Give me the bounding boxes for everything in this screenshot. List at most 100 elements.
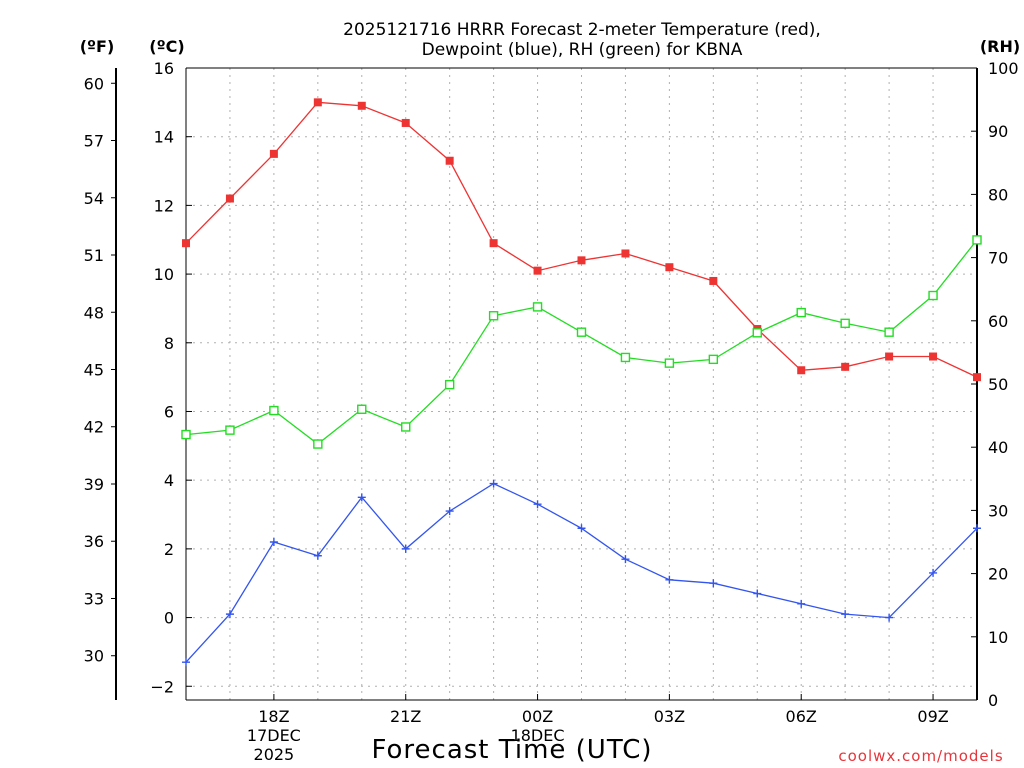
rh-point bbox=[269, 405, 279, 416]
dewpoint-point bbox=[533, 500, 542, 509]
chart-title-line1: 2025121716 HRRR Forecast 2-meter Tempera… bbox=[343, 20, 821, 40]
c-tick-label: 10 bbox=[154, 265, 174, 284]
rh-point bbox=[488, 311, 499, 321]
temperature-point bbox=[665, 263, 674, 272]
x-tick-label: 18Z bbox=[258, 707, 289, 726]
dewpoint-point bbox=[709, 579, 718, 588]
dewpoint-point bbox=[885, 613, 894, 622]
x-axis-label: Forecast Time (UTC) bbox=[371, 735, 652, 765]
rh-point bbox=[401, 422, 411, 432]
rh-point bbox=[708, 354, 719, 365]
temperature-point bbox=[182, 239, 190, 248]
x-tick-label: 00Z bbox=[522, 707, 553, 726]
c-tick-label: 12 bbox=[154, 196, 174, 215]
x-tick-date: 18DEC bbox=[511, 726, 565, 745]
rh-point bbox=[313, 439, 323, 449]
f-tick-label: 36 bbox=[84, 532, 104, 551]
f-tick-label: 51 bbox=[84, 246, 104, 265]
rh-tick-label: 80 bbox=[988, 185, 1008, 204]
dewpoint-point bbox=[929, 568, 938, 577]
dewpoint-point bbox=[753, 589, 762, 598]
dewpoint-point bbox=[841, 610, 850, 619]
temperature-point bbox=[797, 366, 806, 375]
dewpoint-point bbox=[973, 524, 981, 533]
rh-point bbox=[620, 352, 631, 363]
rh-point bbox=[181, 429, 191, 440]
rh-point bbox=[840, 318, 850, 329]
f-tick-label: 60 bbox=[84, 74, 104, 93]
rh-tick-label: 10 bbox=[988, 628, 1008, 647]
f-tick-label: 39 bbox=[84, 475, 104, 494]
rh-tick-label: 0 bbox=[988, 691, 998, 710]
c-tick-label: 6 bbox=[164, 402, 174, 421]
f-tick-label: 30 bbox=[84, 647, 104, 666]
dewpoint-point bbox=[489, 479, 498, 488]
c-tick-label: −2 bbox=[150, 677, 174, 696]
temperature-point bbox=[841, 362, 850, 371]
grid-lines bbox=[186, 68, 977, 700]
temperature-point bbox=[225, 194, 234, 203]
rh-point bbox=[928, 290, 938, 301]
axes bbox=[111, 67, 978, 701]
f-tick-label: 42 bbox=[84, 418, 104, 437]
dewpoint-point bbox=[225, 610, 234, 619]
rh-tick-label: 100 bbox=[988, 59, 1019, 78]
credit-text: coolwx.com/models bbox=[838, 747, 1003, 765]
rh-tick-label: 50 bbox=[988, 375, 1008, 394]
rh-tick-label: 60 bbox=[988, 312, 1008, 331]
f-tick-label: 54 bbox=[84, 189, 104, 208]
rh-point bbox=[664, 358, 675, 368]
temperature-point bbox=[533, 266, 542, 275]
f-tick-label: 45 bbox=[84, 360, 104, 379]
temperature-point bbox=[489, 239, 498, 248]
temperature-point bbox=[929, 352, 938, 361]
c-tick-label: 8 bbox=[164, 334, 174, 353]
c-tick-label: 0 bbox=[164, 609, 174, 628]
x-tick-label: 21Z bbox=[390, 707, 421, 726]
temperature-point bbox=[709, 276, 718, 285]
rh-tick-label: 90 bbox=[988, 122, 1008, 141]
temperature-point bbox=[621, 249, 630, 258]
chart-title-line2: Dewpoint (blue), RH (green) for KBNA bbox=[422, 40, 743, 60]
rh-tick-label: 40 bbox=[988, 438, 1008, 457]
dewpoint-point bbox=[577, 524, 586, 533]
rh-point bbox=[532, 302, 543, 312]
x-tick-date: 17DEC bbox=[247, 726, 301, 745]
dewpoint-point bbox=[797, 599, 806, 608]
temperature-point bbox=[445, 156, 454, 165]
rh-point bbox=[752, 328, 762, 338]
temperature-point bbox=[357, 101, 366, 110]
dewpoint-point bbox=[182, 658, 190, 667]
temperature-point bbox=[577, 256, 586, 265]
rh-point bbox=[357, 404, 367, 414]
rh-unit-label: (RH) bbox=[980, 37, 1020, 56]
temperature-point bbox=[269, 149, 278, 158]
series-layer bbox=[181, 98, 982, 667]
dewpoint-point bbox=[313, 551, 322, 560]
temperature-point bbox=[401, 118, 410, 127]
rh-point bbox=[444, 379, 455, 390]
dewpoint-point bbox=[621, 555, 630, 564]
rh-tick-label: 70 bbox=[988, 249, 1008, 268]
x-tick-label: 03Z bbox=[654, 707, 685, 726]
c-tick-label: 2 bbox=[164, 540, 174, 559]
dewpoint-point bbox=[269, 538, 278, 546]
x-tick-label: 06Z bbox=[786, 707, 817, 726]
rh-tick-label: 20 bbox=[988, 565, 1008, 584]
dewpoint-point bbox=[357, 493, 366, 502]
dewpoint-point bbox=[665, 575, 674, 584]
c-tick-label: 4 bbox=[164, 471, 174, 490]
dewpoint-point bbox=[445, 507, 454, 516]
temperature-point bbox=[973, 373, 981, 382]
f-tick-label: 33 bbox=[84, 589, 104, 608]
x-tick-label: 09Z bbox=[917, 707, 948, 726]
tick-labels: 1614121086420−26057545148454239363330100… bbox=[84, 59, 1019, 764]
x-tick-year: 2025 bbox=[254, 745, 295, 764]
temperature-point bbox=[885, 352, 894, 361]
c-tick-label: 16 bbox=[154, 59, 174, 78]
dewpoint-point bbox=[401, 544, 410, 553]
celsius-unit-label: (ºC) bbox=[149, 37, 184, 56]
fahrenheit-unit-label: (ºF) bbox=[80, 37, 115, 56]
rh-point bbox=[796, 307, 806, 318]
